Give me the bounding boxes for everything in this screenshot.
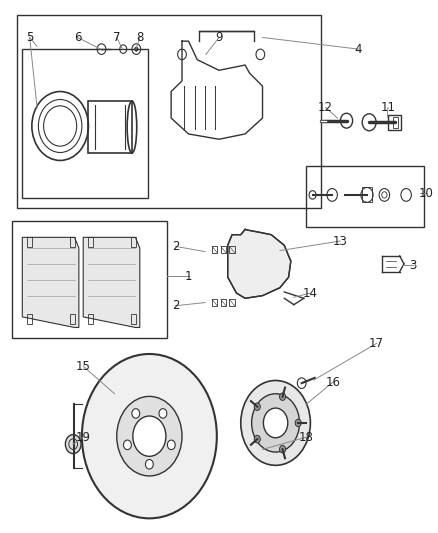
Circle shape <box>134 47 138 51</box>
Text: 17: 17 <box>369 337 384 350</box>
Text: 1: 1 <box>185 270 192 282</box>
Circle shape <box>254 435 260 443</box>
Polygon shape <box>83 237 140 327</box>
Text: 19: 19 <box>76 431 91 444</box>
Bar <box>88 237 93 247</box>
Bar <box>88 314 93 324</box>
Bar <box>221 246 226 253</box>
Text: 11: 11 <box>380 101 396 114</box>
Text: 3: 3 <box>409 259 417 272</box>
Text: 5: 5 <box>26 31 33 44</box>
Bar <box>70 237 75 247</box>
Bar <box>27 314 32 324</box>
Bar <box>393 117 398 127</box>
Circle shape <box>132 409 140 418</box>
Bar <box>212 300 217 306</box>
Text: 16: 16 <box>325 376 340 389</box>
Text: 15: 15 <box>76 360 91 373</box>
Circle shape <box>82 354 217 519</box>
Bar <box>388 115 401 130</box>
Text: 14: 14 <box>303 287 318 300</box>
Bar <box>12 221 167 338</box>
Bar <box>221 300 226 306</box>
Text: 4: 4 <box>354 43 362 55</box>
Text: 18: 18 <box>299 431 314 444</box>
Bar <box>70 314 75 324</box>
Circle shape <box>279 446 286 453</box>
Circle shape <box>241 381 311 465</box>
Circle shape <box>124 440 131 450</box>
Circle shape <box>159 409 167 418</box>
Bar <box>22 49 148 198</box>
Text: 2: 2 <box>172 299 179 312</box>
Bar <box>230 246 235 253</box>
Text: 6: 6 <box>74 31 81 44</box>
Bar <box>27 237 32 247</box>
Bar <box>306 166 424 227</box>
Circle shape <box>252 394 300 452</box>
Text: 13: 13 <box>332 235 347 247</box>
Bar <box>131 237 136 247</box>
Circle shape <box>65 434 81 454</box>
Circle shape <box>117 397 182 476</box>
Circle shape <box>145 459 153 469</box>
Text: 12: 12 <box>318 101 333 114</box>
Bar <box>131 314 136 324</box>
Polygon shape <box>228 229 291 298</box>
Polygon shape <box>22 237 79 327</box>
Text: 8: 8 <box>136 31 144 44</box>
Bar <box>212 246 217 253</box>
Circle shape <box>279 393 286 400</box>
Bar <box>362 188 372 203</box>
Circle shape <box>133 416 166 456</box>
Bar <box>17 14 321 208</box>
Text: 2: 2 <box>172 240 179 253</box>
Text: 10: 10 <box>418 187 433 200</box>
Circle shape <box>295 419 301 426</box>
Circle shape <box>263 408 288 438</box>
Bar <box>230 300 235 306</box>
Text: 9: 9 <box>215 31 223 44</box>
Text: 7: 7 <box>113 31 120 44</box>
Circle shape <box>254 403 260 410</box>
Circle shape <box>167 440 175 450</box>
Bar <box>88 101 132 153</box>
